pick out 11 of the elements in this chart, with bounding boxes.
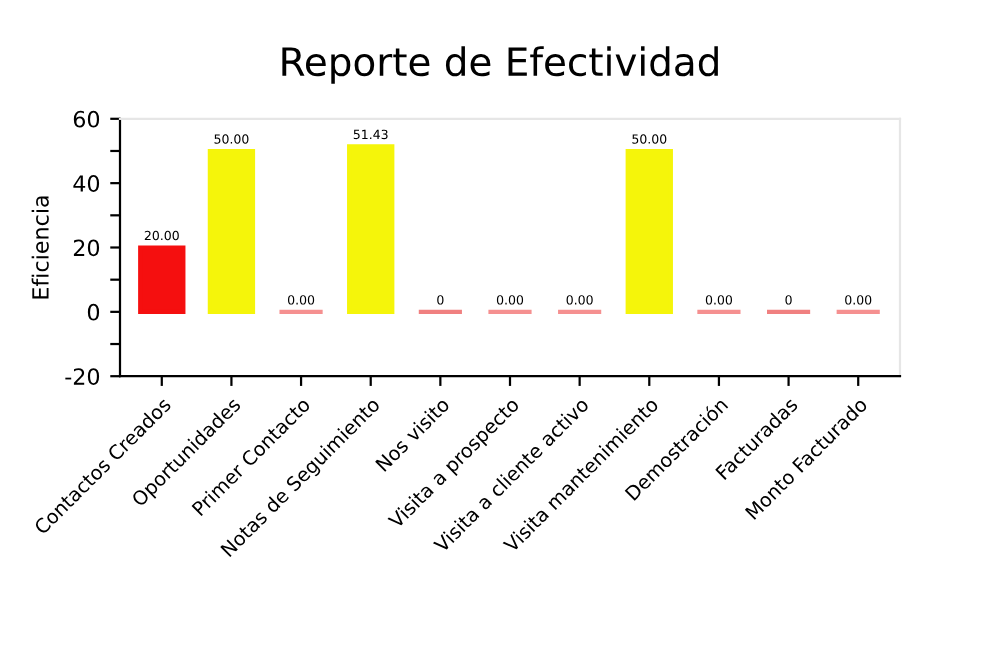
y-tick-label: -20 (65, 368, 100, 385)
y-tick-label: 40 (73, 175, 100, 192)
bar (207, 148, 256, 314)
y-tick-label: 20 (73, 239, 100, 257)
y-tick-label: 0 (87, 303, 100, 321)
y-tick-label: 60 (73, 110, 100, 128)
bar (625, 148, 673, 314)
y-axis-title: Eficiencia (31, 196, 49, 299)
bar (138, 245, 186, 314)
bar (347, 144, 395, 314)
chart-title: Reporte de Efectividad (282, 46, 718, 84)
